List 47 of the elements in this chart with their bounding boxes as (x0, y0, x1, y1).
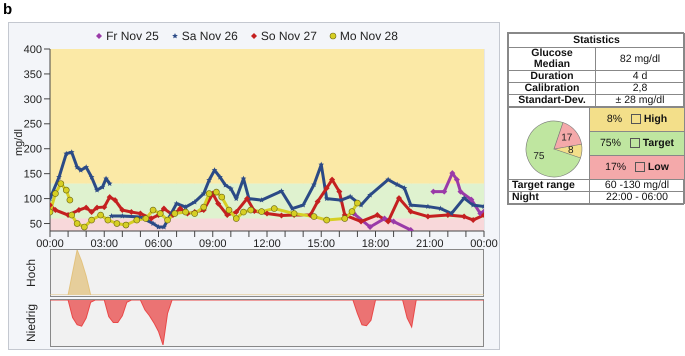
x-tick-label: 00:00 (470, 238, 498, 250)
text: b (3, 1, 12, 18)
x-tick-label: 12:00 (253, 238, 281, 250)
text: Standart-Dev. (508, 94, 596, 106)
y-axis-title: Niedrig (24, 304, 38, 342)
text: 60 -130 mg/dl (590, 179, 684, 192)
text: Target range (508, 179, 590, 192)
text: 4 d (596, 70, 684, 82)
data-label: 8 (568, 144, 574, 156)
x-tick-label: 03:00 (90, 238, 118, 250)
x-tick-label: 18:00 (362, 238, 390, 250)
y-tick-label: 100 (24, 193, 42, 206)
y-tick-label: 350 (24, 68, 42, 81)
x-tick-label: 00:00 (36, 238, 64, 250)
legend-label: High (644, 113, 668, 125)
x-tick-label: 15:00 (307, 238, 336, 250)
x-tick-label: 06:00 (144, 238, 172, 250)
legend-label: Sa Nov 26 (180, 29, 238, 43)
text: 8% (606, 113, 622, 125)
text: Night (508, 191, 590, 204)
legend-label: Low (648, 161, 669, 173)
text: 2,8 (596, 82, 684, 94)
x-tick-label: 21:00 (416, 238, 444, 250)
text: 17% (605, 161, 626, 173)
text: Glucose Median (508, 47, 596, 70)
text: Duration (508, 70, 596, 82)
legend-label: Fr Nov 25 (105, 29, 159, 43)
y-tick-label: 300 (24, 94, 42, 106)
legend-label: Target (642, 137, 674, 149)
text: Statistics (508, 34, 684, 48)
text: 75% (600, 137, 621, 149)
y-tick-label: 400 (24, 44, 42, 56)
y-tick-label: 150 (24, 168, 42, 181)
data-label: 17 (561, 132, 573, 144)
data-label: 75 (533, 150, 545, 162)
text: 22:00 - 06:00 (590, 191, 684, 204)
text: Calibration (508, 82, 596, 94)
legend-label: Mo Nov 28 (338, 29, 398, 43)
y-tick-label: 50 (30, 218, 42, 230)
y-axis-title: Hoch (24, 258, 38, 288)
text: ± 28 mg/dl (596, 94, 684, 106)
y-tick-label: 250 (24, 118, 42, 131)
x-tick-label: 09:00 (198, 238, 227, 250)
text: 82 mg/dl (596, 48, 684, 70)
y-axis-title: mg/dl (12, 129, 25, 156)
y-tick-label: 200 (24, 144, 42, 156)
legend-label: So Nov 27 (260, 29, 317, 43)
